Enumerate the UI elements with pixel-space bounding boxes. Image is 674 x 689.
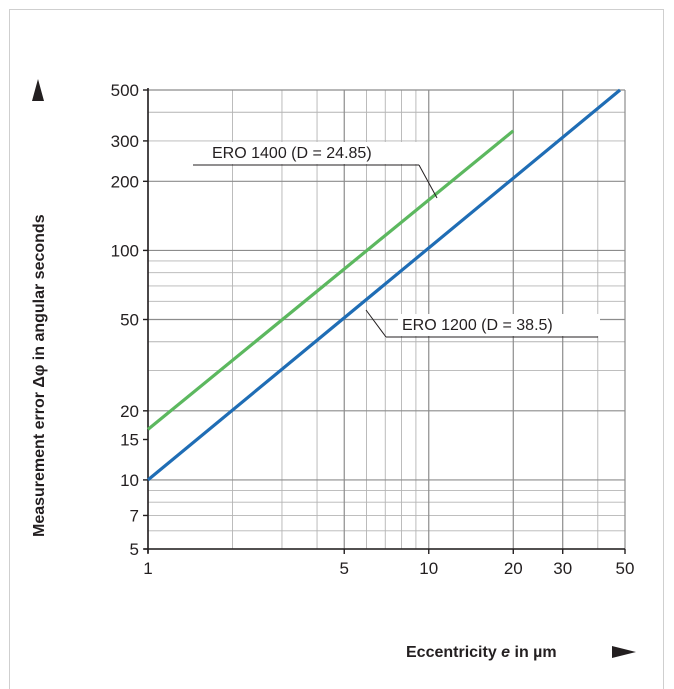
y-tick-label: 300 [111, 132, 139, 151]
series-label-ero-1200: ERO 1200 (D = 38.5) [402, 317, 553, 334]
y-tick-label: 15 [120, 431, 139, 450]
x-tick-label: 5 [340, 559, 349, 578]
y-tick-label: 5 [130, 540, 139, 559]
series-labels: ERO 1400 (D = 24.85) ERO 1200 (D = 38.5) [193, 142, 600, 338]
x-axis-title-part-3: in µm [510, 644, 557, 661]
y-tick-label: 7 [130, 506, 139, 525]
x-axis-title-part-2: e [501, 644, 510, 661]
series-label-ero-1400: ERO 1400 (D = 24.85) [212, 145, 372, 162]
x-tick-label: 1 [143, 559, 152, 578]
y-tick-label: 50 [120, 311, 139, 330]
y-tick-label: 100 [111, 241, 139, 260]
grid-minor [148, 90, 625, 549]
series-label-leader [365, 309, 387, 338]
x-tick-label: 50 [616, 559, 635, 578]
x-tick-label: 20 [504, 559, 523, 578]
x-axis-arrow-icon [612, 646, 636, 658]
series-label-leader [418, 164, 438, 199]
y-tick-label: 20 [120, 402, 139, 421]
series-line-ero-1200 [146, 88, 622, 482]
x-tick-label: 10 [419, 559, 438, 578]
y-axis-title: Measurement error Δφ in angular seconds [31, 214, 48, 537]
x-axis-title-part-1: Eccentricity [406, 644, 501, 661]
y-tick-label: 500 [111, 81, 139, 100]
series-label-bg [398, 314, 600, 336]
axes [143, 88, 626, 554]
chart-frame [9, 9, 664, 689]
series-line-ero-1400 [146, 129, 515, 431]
y-axis-arrow-icon [32, 79, 44, 101]
y-tick-label: 10 [120, 471, 139, 490]
series-group [146, 88, 622, 482]
y-tick-label: 200 [111, 172, 139, 191]
x-axis-title: Eccentricity e in µm [406, 644, 557, 661]
series-label-bg [208, 142, 420, 164]
x-tick-label: 30 [553, 559, 572, 578]
